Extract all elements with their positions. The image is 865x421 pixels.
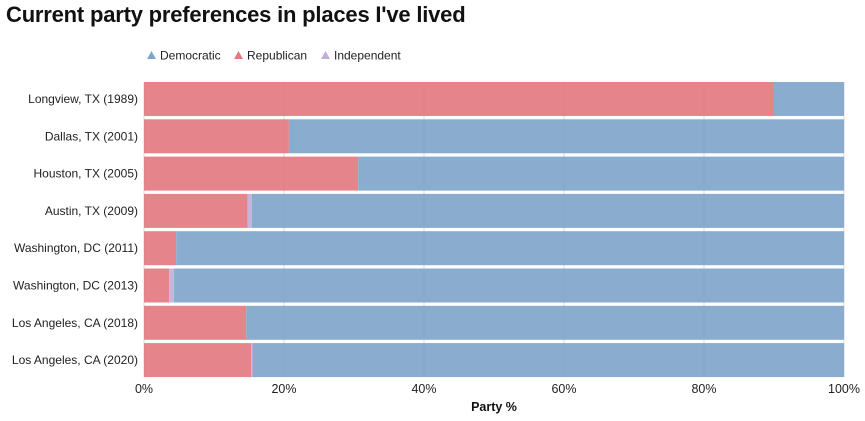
bar-republican-washington-dc-2011 [144, 231, 177, 266]
legend-label-democratic: Democratic [160, 49, 221, 63]
category-label: Longview, TX (1989) [28, 92, 138, 106]
bar-republican-houston-tx-2005 [144, 156, 359, 191]
category-label: Los Angeles, CA (2020) [12, 353, 138, 367]
bar-democratic-houston-tx-2005 [358, 156, 844, 191]
bar-republican-los-angeles-ca-2018 [144, 305, 247, 340]
bar-republican-longview-tx-1989 [144, 82, 774, 116]
bars [144, 82, 845, 378]
legend-label-republican: Republican [247, 49, 307, 63]
bar-democratic-los-angeles-ca-2018 [246, 305, 844, 340]
x-tick-label: 40% [411, 382, 436, 396]
bar-democratic-dallas-tx-2001 [288, 119, 844, 154]
x-tick-label: 80% [691, 382, 716, 396]
legend: Democratic Republican Independent [147, 49, 401, 63]
bar-independent-austin-tx-2009 [247, 193, 252, 228]
bar-republican-washington-dc-2013 [144, 268, 170, 303]
category-label: Washington, DC (2013) [13, 279, 138, 293]
bar-republican-dallas-tx-2001 [144, 119, 289, 154]
x-tick-label: 60% [551, 382, 576, 396]
x-tick-labels: 0% 20% 40% 60% 80% 100% [135, 382, 860, 396]
bar-democratic-washington-dc-2013 [174, 268, 845, 303]
bar-democratic-longview-tx-1989 [774, 82, 844, 116]
chart-title: Current party preferences in places I've… [6, 2, 466, 27]
legend-label-independent: Independent [334, 49, 401, 63]
bar-republican-los-angeles-ca-2020 [144, 343, 252, 378]
legend-marker-republican [234, 51, 243, 59]
bar-republican-austin-tx-2009 [144, 193, 248, 228]
category-label: Houston, TX (2005) [33, 167, 138, 181]
x-tick-label: 20% [271, 382, 296, 396]
category-label: Washington, DC (2011) [14, 241, 138, 255]
category-labels: Longview, TX (1989) Dallas, TX (2001) Hous… [12, 92, 138, 367]
category-label: Los Angeles, CA (2018) [12, 316, 138, 330]
legend-marker-independent [321, 51, 330, 59]
bar-democratic-los-angeles-ca-2020 [252, 343, 844, 378]
category-label: Dallas, TX (2001) [45, 129, 138, 143]
bar-democratic-washington-dc-2011 [176, 231, 844, 266]
bar-democratic-austin-tx-2009 [251, 193, 845, 228]
bar-independent-washington-dc-2013 [169, 268, 175, 303]
category-label: Austin, TX (2009) [45, 204, 138, 218]
x-axis-title: Party % [471, 400, 517, 414]
bar-independent-los-angeles-ca-2020 [251, 343, 253, 378]
legend-marker-democratic [147, 51, 156, 59]
x-tick-label: 100% [828, 382, 860, 396]
x-tick-label: 0% [135, 382, 153, 396]
